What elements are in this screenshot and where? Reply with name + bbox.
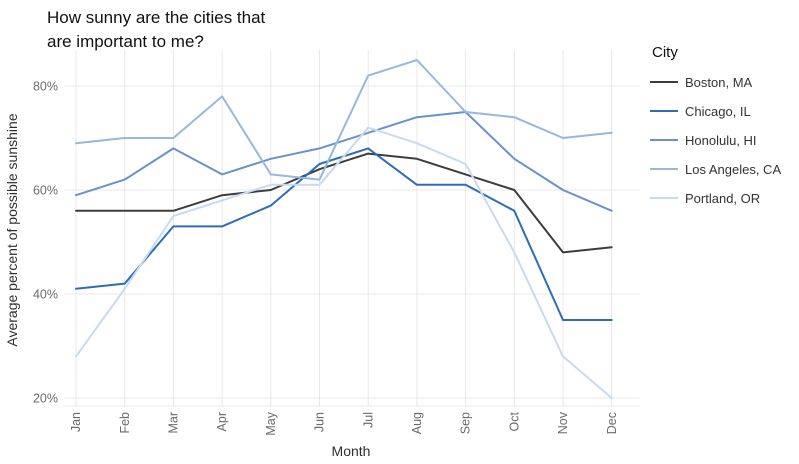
legend-title: City <box>652 44 678 61</box>
x-tick-label-apr: Apr <box>215 412 229 431</box>
y-tick-label-60: 60% <box>33 184 58 198</box>
y-tick-label-20: 20% <box>33 392 58 406</box>
x-tick-label-jul: Jul <box>361 412 375 428</box>
legend-swatch-boston-ma <box>650 81 678 83</box>
x-tick-label-dec: Dec <box>605 412 619 434</box>
x-tick-label-sep: Sep <box>459 412 473 434</box>
legend-items: Boston, MA Chicago, IL Honolulu, HI Los Ang… <box>650 73 799 207</box>
legend-label-boston-ma: Boston, MA <box>685 74 753 90</box>
legend-item-boston-ma[interactable]: Boston, MA <box>650 73 799 91</box>
x-tick-label-nov: Nov <box>556 411 570 434</box>
legend-item-honolulu-hi[interactable]: Honolulu, HI <box>650 131 799 149</box>
legend: City Boston, MA Chicago, IL Honolulu, HI Lo… <box>650 44 799 218</box>
series-line-honolulu-hi <box>75 111 613 212</box>
legend-swatch-chicago-il <box>650 110 678 112</box>
y-axis-title: Average percent of possible sunshine <box>4 113 20 347</box>
legend-label-los-angeles-ca: Los Angeles, CA <box>685 161 782 177</box>
chart-title-line1: How sunny are the cities that <box>47 8 266 27</box>
legend-label-honolulu-hi: Honolulu, HI <box>685 132 757 148</box>
legend-item-chicago-il[interactable]: Chicago, IL <box>650 102 799 120</box>
series-line-boston-ma <box>75 152 613 254</box>
legend-swatch-portland-or <box>650 197 678 199</box>
chart-title-line2: are important to me? <box>47 32 204 51</box>
x-tick-label-oct: Oct <box>507 411 521 431</box>
legend-swatch-los-angeles-ca <box>650 168 678 170</box>
y-tick-label-40: 40% <box>33 288 58 302</box>
legend-item-los-angeles-ca[interactable]: Los Angeles, CA <box>650 160 799 178</box>
x-tick-label-may: May <box>264 411 278 435</box>
series-line-los-angeles-ca <box>75 59 613 181</box>
y-tick-label-80: 80% <box>33 80 58 94</box>
x-tick-label-aug: Aug <box>410 412 424 434</box>
legend-label-chicago-il: Chicago, IL <box>685 103 751 119</box>
x-axis-title: Month <box>331 443 371 459</box>
x-tick-label-jun: Jun <box>313 412 327 432</box>
legend-label-portland-or: Portland, OR <box>685 190 761 206</box>
legend-item-portland-or[interactable]: Portland, OR <box>650 189 799 207</box>
x-tick-label-jan: Jan <box>69 412 83 432</box>
series-line-portland-or <box>75 126 613 399</box>
chart-title: How sunny are the cities that are import… <box>47 6 265 54</box>
x-tick-label-feb: Feb <box>118 412 132 434</box>
x-tick-label-mar: Mar <box>167 412 181 434</box>
legend-swatch-honolulu-hi <box>650 139 678 141</box>
